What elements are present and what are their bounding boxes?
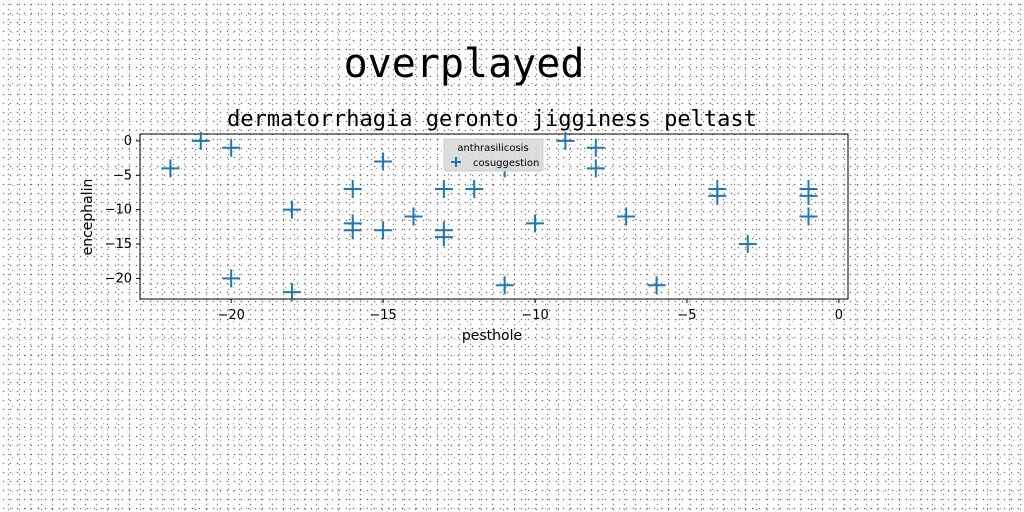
data-point — [799, 186, 818, 205]
data-point — [222, 138, 241, 157]
x-axis-label: pesthole — [462, 328, 522, 344]
x-tick-label: −10 — [521, 308, 548, 323]
x-tick-label: −5 — [677, 308, 696, 323]
data-point — [586, 138, 605, 157]
data-point — [708, 186, 727, 205]
data-point — [434, 228, 453, 247]
y-axis-label: encephalin — [80, 179, 96, 256]
data-point — [434, 180, 453, 198]
legend-marker — [451, 157, 461, 167]
data-point — [343, 180, 362, 198]
legend-entry-label: cosuggestion — [473, 158, 539, 169]
data-point — [343, 221, 362, 240]
legend-title: anthrasilicosis — [457, 143, 528, 154]
y-tick-label: −10 — [105, 203, 132, 218]
data-point — [556, 131, 575, 150]
data-point — [404, 207, 423, 226]
data-point — [282, 283, 301, 302]
data-point — [738, 235, 757, 253]
chart-title: dermatorrhagia geronto jigginess peltast — [227, 107, 757, 132]
y-tick-label: 0 — [124, 134, 132, 149]
data-point — [799, 207, 818, 226]
legend: anthrasilicosis cosuggestion — [443, 138, 544, 172]
data-point — [374, 221, 393, 240]
x-tick-label: −20 — [217, 308, 244, 323]
data-point — [586, 159, 605, 178]
x-axis-ticks: −20 −15 −10 −5 0 — [217, 299, 843, 323]
data-point — [191, 131, 210, 150]
data-point — [495, 276, 514, 295]
x-tick-label: 0 — [835, 308, 843, 323]
scatter-series — [161, 131, 818, 302]
x-tick-label: −15 — [369, 308, 396, 323]
data-point — [647, 276, 666, 295]
y-tick-label: −20 — [105, 271, 132, 286]
data-point — [374, 152, 393, 171]
plot-area — [139, 133, 849, 300]
data-point — [526, 214, 545, 233]
data-point — [222, 269, 241, 288]
chart-suptitle: overplayed — [344, 41, 585, 87]
data-point — [617, 207, 636, 226]
y-tick-label: −5 — [113, 168, 132, 183]
y-axis-ticks: 0 −5 −10 −15 −20 — [105, 134, 140, 286]
legend-box — [443, 138, 544, 172]
data-point — [282, 200, 301, 219]
data-point — [465, 180, 484, 198]
y-tick-label: −15 — [105, 237, 132, 252]
data-point — [161, 159, 180, 178]
